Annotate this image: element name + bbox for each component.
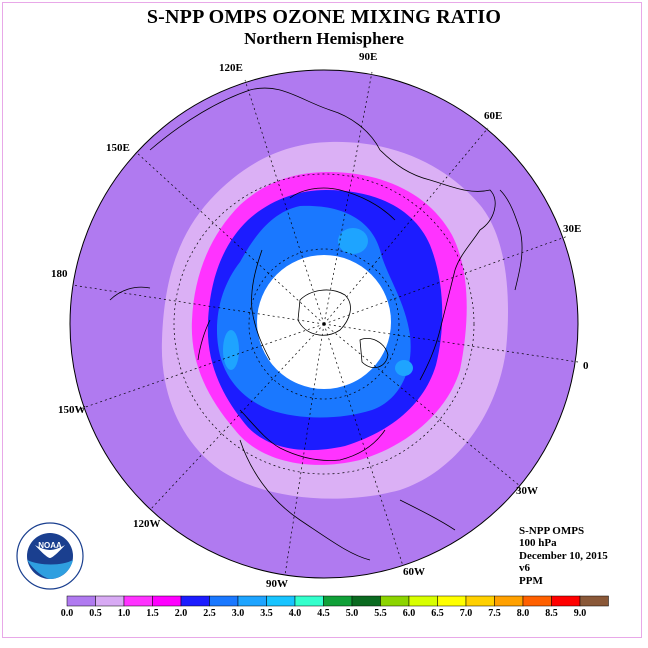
lon-label-0: 0 (583, 360, 589, 372)
lon-label-150w: 150W (58, 404, 86, 416)
colorbar-tick-label: 6.5 (431, 608, 444, 619)
info-instrument: S-NPP OMPS (519, 525, 585, 537)
colorbar-tick-label: 5.5 (374, 608, 387, 619)
colorbar-tick-label: 8.0 (516, 608, 530, 619)
colorbar-tick-label: 2.0 (174, 608, 188, 619)
lon-label-90w: 90W (266, 578, 288, 590)
colorbar-tick-label: 5.0 (345, 608, 359, 619)
graticule (71, 71, 579, 576)
lon-label-90e: 90E (359, 51, 378, 63)
colorbar-tick-label: 4.5 (317, 608, 330, 619)
colorbar-tick-label: 3.0 (231, 608, 245, 619)
lon-label-150e: 150E (106, 142, 130, 154)
colorbar-tick-label: 7.0 (459, 608, 473, 619)
colorbar-tick-label: 0.0 (60, 608, 74, 619)
field-cell-c (395, 360, 413, 376)
map-subtitle: Northern Hemisphere (244, 29, 404, 48)
colorbar-tick-label: 6.0 (402, 608, 416, 619)
colorbar-tick-label: 1.0 (117, 608, 131, 619)
lon-label-30w: 30W (516, 485, 538, 497)
info-level: 100 hPa (519, 537, 557, 550)
colorbar-tick-label: 9.0 (573, 608, 587, 619)
colorbar-tick-label: 4.0 (288, 608, 302, 619)
colorbar-tick-label: 7.5 (488, 608, 501, 619)
field-cell-a (338, 228, 368, 254)
lon-label-60e: 60E (484, 110, 503, 122)
colorbar-tick-label: 3.5 (260, 608, 273, 619)
colorbar-tick-label: 2.5 (203, 608, 216, 619)
globe-outline (69, 69, 579, 579)
lon-label-120e: 120E (219, 62, 243, 74)
coastlines (109, 87, 523, 561)
info-block: S-NPP OMPS 100 hPa December 10, 2015 v6 … (519, 525, 608, 587)
lon-label-180: 180 (51, 268, 68, 280)
map-title: S-NPP OMPS OZONE MIXING RATIO (146, 6, 502, 28)
colorbar-tick-label: 0.5 (89, 608, 102, 619)
info-version: v6 (519, 562, 530, 575)
colorbar-tick-label: 1.5 (146, 608, 159, 619)
lon-label-30e: 30E (563, 223, 582, 235)
figure-frame (2, 2, 642, 638)
field-cell-b (223, 330, 239, 370)
info-date: December 10, 2015 (519, 549, 608, 562)
polar-night-gap (257, 255, 391, 389)
lon-label-60w: 60W (403, 566, 425, 578)
lon-label-120w: 120W (133, 518, 161, 530)
colorbar-tick-label: 8.5 (545, 608, 558, 619)
info-units: PPM (519, 574, 543, 587)
